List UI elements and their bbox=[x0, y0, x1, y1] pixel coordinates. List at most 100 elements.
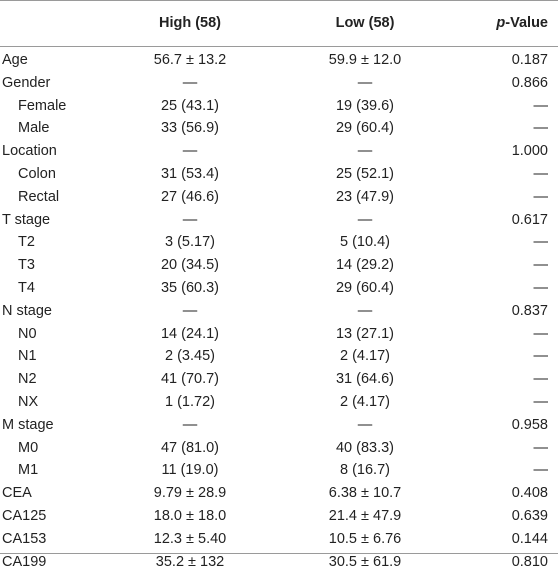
row-label: NX bbox=[18, 394, 39, 410]
row-label: CA199 bbox=[2, 553, 47, 570]
header-cell: Low (58) bbox=[335, 15, 395, 31]
table-cell: — bbox=[533, 257, 549, 274]
table-cell: 56.7 ± 13.2 bbox=[153, 52, 227, 68]
table-cell: — bbox=[182, 74, 198, 91]
table-row: NX 1 (1.72) 2 (4.17) — bbox=[0, 391, 558, 414]
table-cell: 9.79 ± 28.9 bbox=[153, 485, 227, 502]
table-row: Male 33 (56.9) 29 (60.4) — bbox=[0, 117, 558, 140]
row-label: T2 bbox=[18, 234, 35, 251]
rule bbox=[0, 46, 558, 47]
row-label: M stage bbox=[2, 416, 54, 433]
row-label: Rectal bbox=[18, 188, 60, 205]
table-cell: 3 (5.17) bbox=[165, 234, 215, 251]
table-row: N1 2 (3.45) 2 (4.17) — bbox=[0, 345, 558, 368]
table-cell: 29 (60.4) bbox=[335, 120, 395, 137]
table-row: CA199 35.2 ± 132 30.5 ± 61.9 0.810 bbox=[0, 551, 558, 573]
table-row: T2 3 (5.17) 5 (10.4) — bbox=[0, 231, 558, 254]
row-label: CA153 bbox=[2, 530, 47, 547]
table-cell: 2 (3.45) bbox=[165, 348, 215, 365]
table-cell: 13 (27.1) bbox=[335, 325, 395, 342]
row-label: T4 bbox=[18, 280, 35, 296]
table-cell: 25 (52.1) bbox=[335, 166, 395, 182]
table-cell: — bbox=[533, 325, 549, 342]
table-cell: 29 (60.4) bbox=[335, 280, 395, 296]
table-cell: — bbox=[533, 394, 549, 410]
table-cell: — bbox=[533, 166, 549, 182]
table-cell: — bbox=[182, 211, 198, 228]
table-cell: 0.408 bbox=[511, 485, 548, 502]
row-label: M1 bbox=[18, 462, 39, 479]
table-cell: — bbox=[533, 371, 549, 388]
table-row: M0 47 (81.0) 40 (83.3) — bbox=[0, 437, 558, 460]
row-label: N2 bbox=[18, 371, 37, 388]
table-cell: — bbox=[533, 439, 549, 456]
row-label: M0 bbox=[18, 439, 39, 456]
table-row: N0 14 (24.1) 13 (27.1) — bbox=[0, 323, 558, 346]
table-cell: 12.3 ± 5.40 bbox=[153, 530, 227, 547]
header-cell: p-Value bbox=[496, 0, 548, 46]
row-label: N1 bbox=[18, 348, 37, 365]
table-cell: 5 (10.4) bbox=[340, 234, 390, 251]
table-cell: — bbox=[182, 143, 198, 160]
table-cell: — bbox=[533, 188, 549, 205]
table-cell: 23 (47.9) bbox=[335, 188, 395, 205]
row-label: T stage bbox=[2, 211, 51, 228]
row-label: Location bbox=[2, 143, 57, 160]
table-row: M1 11 (19.0) 8 (16.7) — bbox=[0, 459, 558, 482]
table-cell: — bbox=[357, 211, 373, 228]
header-cell: High (58) bbox=[158, 15, 222, 31]
table-cell: 2 (4.17) bbox=[340, 348, 390, 365]
table-row: T stage — — 0.617 bbox=[0, 209, 558, 232]
table-cell: — bbox=[533, 348, 549, 365]
table-row: T4 35 (60.3) 29 (60.4) — bbox=[0, 277, 558, 300]
table-row: Rectal 27 (46.6) 23 (47.9) — bbox=[0, 186, 558, 209]
row-label: Male bbox=[18, 120, 50, 137]
table-cell: 0.866 bbox=[511, 74, 548, 91]
table-cell: — bbox=[182, 302, 198, 319]
table-cell: 25 (43.1) bbox=[160, 97, 220, 114]
table-cell: — bbox=[357, 416, 373, 433]
table-cell: — bbox=[357, 302, 373, 319]
table-cell: 10.5 ± 6.76 bbox=[328, 530, 402, 547]
table-cell: 0.958 bbox=[511, 416, 548, 433]
header-row: High (58) Low (58) p-Value bbox=[0, 0, 558, 46]
row-label: CA125 bbox=[2, 508, 47, 524]
row-label: Gender bbox=[2, 74, 51, 91]
table-cell: 14 (24.1) bbox=[160, 325, 220, 342]
table-cell: 31 (64.6) bbox=[335, 371, 395, 388]
table-cell: 11 (19.0) bbox=[161, 462, 219, 479]
table-row: N stage — — 0.837 bbox=[0, 300, 558, 323]
table-cell: 2 (4.17) bbox=[340, 394, 390, 410]
row-label: Age bbox=[2, 52, 28, 68]
table-cell: — bbox=[533, 462, 549, 479]
table-cell: 33 (56.9) bbox=[160, 120, 220, 137]
table-cell: 35 (60.3) bbox=[160, 280, 220, 296]
table-row: Female 25 (43.1) 19 (39.6) — bbox=[0, 95, 558, 118]
row-label: Colon bbox=[18, 166, 56, 182]
table-row: N2 41 (70.7) 31 (64.6) — bbox=[0, 368, 558, 391]
table-row: Gender — — 0.866 bbox=[0, 72, 558, 95]
table-cell: 0.187 bbox=[511, 52, 548, 68]
table-row: Colon 31 (53.4) 25 (52.1) — bbox=[0, 163, 558, 186]
rule bbox=[0, 553, 558, 554]
table-cell: 1.000 bbox=[511, 143, 548, 160]
rule bbox=[0, 0, 558, 1]
table-cell: — bbox=[533, 234, 549, 251]
row-label: N stage bbox=[2, 302, 52, 319]
table-cell: 0.144 bbox=[511, 530, 548, 547]
table-row: CEA 9.79 ± 28.9 6.38 ± 10.7 0.408 bbox=[0, 482, 558, 505]
table-cell: 59.9 ± 12.0 bbox=[328, 52, 402, 68]
table-cell: — bbox=[533, 97, 549, 114]
table-cell: — bbox=[357, 143, 373, 160]
table-cell: 21.4 ± 47.9 bbox=[328, 508, 402, 524]
table-row: CA125 18.0 ± 18.0 21.4 ± 47.9 0.639 bbox=[0, 505, 558, 528]
table-cell: 19 (39.6) bbox=[335, 97, 395, 114]
table-cell: — bbox=[533, 280, 549, 296]
table-cell: 35.2 ± 132 bbox=[155, 553, 225, 570]
table-cell: 0.617 bbox=[511, 211, 548, 228]
row-label: Female bbox=[18, 97, 67, 114]
table-cell: 1 (1.72) bbox=[165, 394, 215, 410]
row-label: T3 bbox=[18, 257, 35, 274]
table-row: M stage — — 0.958 bbox=[0, 414, 558, 437]
row-label: CEA bbox=[2, 485, 32, 502]
